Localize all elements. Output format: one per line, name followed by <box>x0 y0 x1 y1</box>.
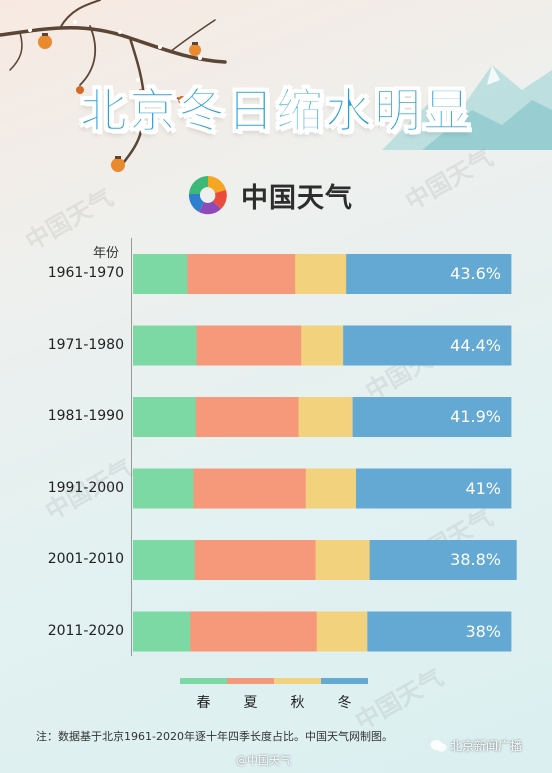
bar-segment-summer <box>194 540 316 580</box>
legend-label-winter: 冬 <box>337 695 352 711</box>
wechat-credit-label: 北京新闻广播 <box>450 739 523 753</box>
bar-segment-summer <box>196 325 302 366</box>
weibo-credit: @中国天气 <box>236 754 291 767</box>
mountain-decoration <box>382 65 552 150</box>
bar-segment-autumn <box>315 540 371 580</box>
category-label: 2001-2010 <box>47 551 124 567</box>
wechat-credit: 北京新闻广播 <box>430 737 522 754</box>
winter-share-label: 38.8% <box>450 550 501 569</box>
brand: 中国天气 <box>185 170 353 220</box>
legend-swatch-summer <box>227 678 274 684</box>
category-label: 1961-1970 <box>47 265 124 281</box>
wechat-icon <box>430 739 447 752</box>
bar-segment-winter <box>356 468 512 509</box>
bar-segment-autumn <box>305 468 357 509</box>
legend-label-autumn: 秋 <box>290 695 305 711</box>
bar-segment-summer <box>193 468 307 509</box>
footnote: 注：数据基于北京1961-2020年逐十年四季长度占比。中国天气网制图。 <box>36 730 393 743</box>
winter-share-label: 43.6% <box>450 264 501 283</box>
china-weather-logo-icon <box>188 175 227 215</box>
category-label: 1981-1990 <box>47 408 124 424</box>
legend-item-winter: 冬 <box>321 678 368 712</box>
bar-segment-autumn <box>295 254 347 294</box>
bar-segment-summer <box>190 611 318 652</box>
bar-segment-spring <box>133 540 196 580</box>
bar-segment-autumn <box>298 397 354 437</box>
y-axis-line <box>131 238 133 656</box>
bar-segment-autumn <box>316 611 368 652</box>
bar-segment-summer <box>195 397 299 437</box>
branch-decoration <box>0 0 227 172</box>
bar-segment-winter <box>367 611 512 652</box>
bar-segment-spring <box>133 611 191 652</box>
bar-segment-spring <box>133 325 197 366</box>
legend-label-summer: 夏 <box>243 695 258 711</box>
legend-swatch-winter <box>321 678 368 684</box>
bar-segment-winter <box>352 397 512 437</box>
legend-item-summer: 夏 <box>227 678 274 712</box>
bar-segment-winter <box>369 540 517 580</box>
bar-segment-summer <box>187 254 296 294</box>
category-label: 1971-1980 <box>47 336 124 353</box>
winter-share-label: 38% <box>465 621 501 641</box>
chart-title: 北京冬日缩水明显 <box>80 84 472 140</box>
legend-item-spring: 春 <box>180 678 227 712</box>
category-label: 2011-2020 <box>47 622 124 639</box>
category-label: 1991-2000 <box>47 479 124 496</box>
winter-share-label: 44.4% <box>450 335 501 355</box>
legend-swatch-spring <box>180 678 227 684</box>
winter-share-label: 41% <box>465 478 501 498</box>
bar-segment-spring <box>133 468 194 509</box>
bar-segment-spring <box>133 254 188 294</box>
legend: 春 夏 秋 冬 <box>180 678 368 712</box>
legend-label-spring: 春 <box>196 695 211 711</box>
winter-share-label: 41.9% <box>450 407 501 426</box>
bar-segment-spring <box>133 397 197 437</box>
axis-header: 年份 <box>93 246 120 261</box>
legend-swatch-autumn <box>274 678 321 684</box>
bar-segment-autumn <box>301 325 344 366</box>
bar-segment-winter <box>346 254 512 294</box>
bar-segment-winter <box>343 325 512 366</box>
brand-name: 中国天气 <box>241 182 353 214</box>
legend-item-autumn: 秋 <box>274 678 321 712</box>
